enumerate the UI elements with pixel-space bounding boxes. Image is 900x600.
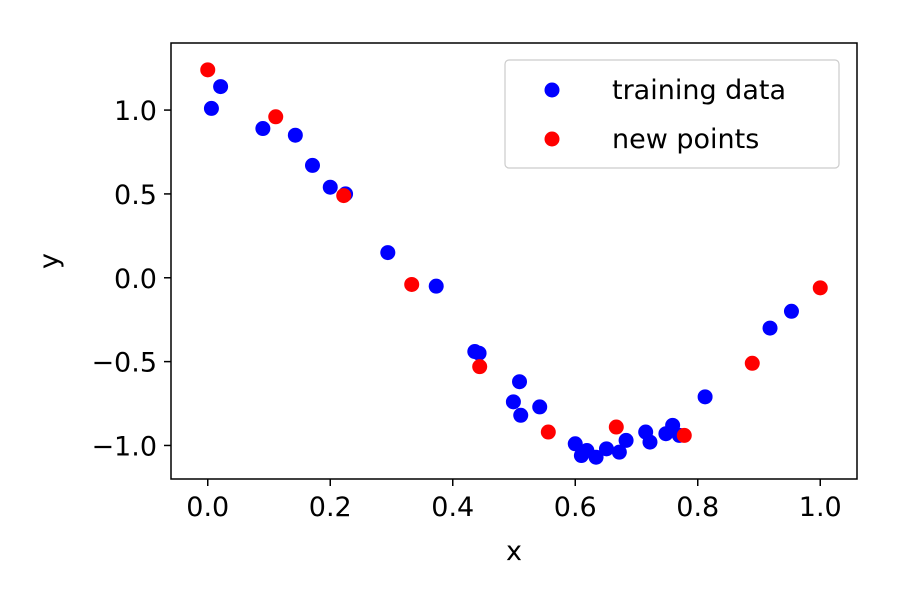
x-tick-label: 0.2 bbox=[309, 492, 352, 523]
y-tick-label: 1.0 bbox=[114, 96, 157, 127]
new-point bbox=[540, 424, 556, 440]
new-point bbox=[812, 280, 828, 296]
data-points bbox=[200, 62, 828, 465]
legend-label-training-data: training data bbox=[612, 75, 786, 106]
training-data-point bbox=[611, 444, 627, 460]
training-data-point bbox=[588, 449, 604, 465]
training-data-point bbox=[532, 399, 548, 415]
training-data-point bbox=[428, 278, 444, 294]
training-data-point bbox=[213, 79, 229, 95]
plot-area bbox=[170, 42, 858, 480]
training-data-point bbox=[697, 389, 713, 405]
training-data-point bbox=[380, 245, 396, 261]
legend-marker-training-data bbox=[544, 82, 560, 98]
training-data-point bbox=[505, 394, 521, 410]
training-data-point bbox=[598, 441, 614, 457]
training-data-point bbox=[642, 434, 658, 450]
new-point bbox=[608, 419, 624, 435]
new-point bbox=[336, 188, 352, 204]
y-axis-label: y bbox=[34, 253, 65, 269]
training-data-point bbox=[255, 121, 271, 137]
new-point bbox=[268, 109, 284, 125]
x-tick-label: 0.4 bbox=[431, 492, 474, 523]
legend-box bbox=[504, 59, 840, 169]
training-data-point bbox=[203, 100, 219, 116]
x-tick-label: 1.0 bbox=[799, 492, 842, 523]
series-training-data bbox=[203, 79, 799, 465]
new-point bbox=[200, 62, 216, 78]
training-data-point bbox=[304, 157, 320, 173]
y-tick-label: 0.5 bbox=[114, 180, 157, 211]
training-data-point bbox=[471, 345, 487, 361]
y-tick-label: −1.0 bbox=[91, 431, 157, 462]
legend-label-new-points: new points bbox=[612, 124, 759, 155]
training-data-point bbox=[322, 179, 338, 195]
new-point bbox=[676, 427, 692, 443]
training-data-point bbox=[762, 320, 778, 336]
training-data-point bbox=[783, 303, 799, 319]
x-axis-label: x bbox=[506, 536, 522, 567]
new-point bbox=[744, 355, 760, 371]
x-tick-label: 0.0 bbox=[186, 492, 229, 523]
x-tick-label: 0.6 bbox=[554, 492, 597, 523]
new-point bbox=[404, 276, 420, 292]
y-tick-label: −0.5 bbox=[91, 348, 157, 379]
training-data-point bbox=[512, 374, 528, 390]
new-point bbox=[472, 359, 488, 375]
training-data-point bbox=[513, 407, 529, 423]
series-new-points bbox=[200, 62, 828, 443]
legend-marker-new-points bbox=[544, 131, 560, 147]
training-data-point bbox=[567, 436, 583, 452]
legend: training data new points bbox=[504, 59, 840, 169]
x-tick-label: 0.8 bbox=[676, 492, 719, 523]
y-tick-label: 0.0 bbox=[114, 264, 157, 295]
axis-ticks: 0.0 0.2 0.4 0.6 0.8 1.0 −1.0 −0.5 0.0 0.5 1.0 bbox=[91, 96, 841, 523]
training-data-point bbox=[618, 432, 634, 448]
training-data-point bbox=[287, 127, 303, 143]
